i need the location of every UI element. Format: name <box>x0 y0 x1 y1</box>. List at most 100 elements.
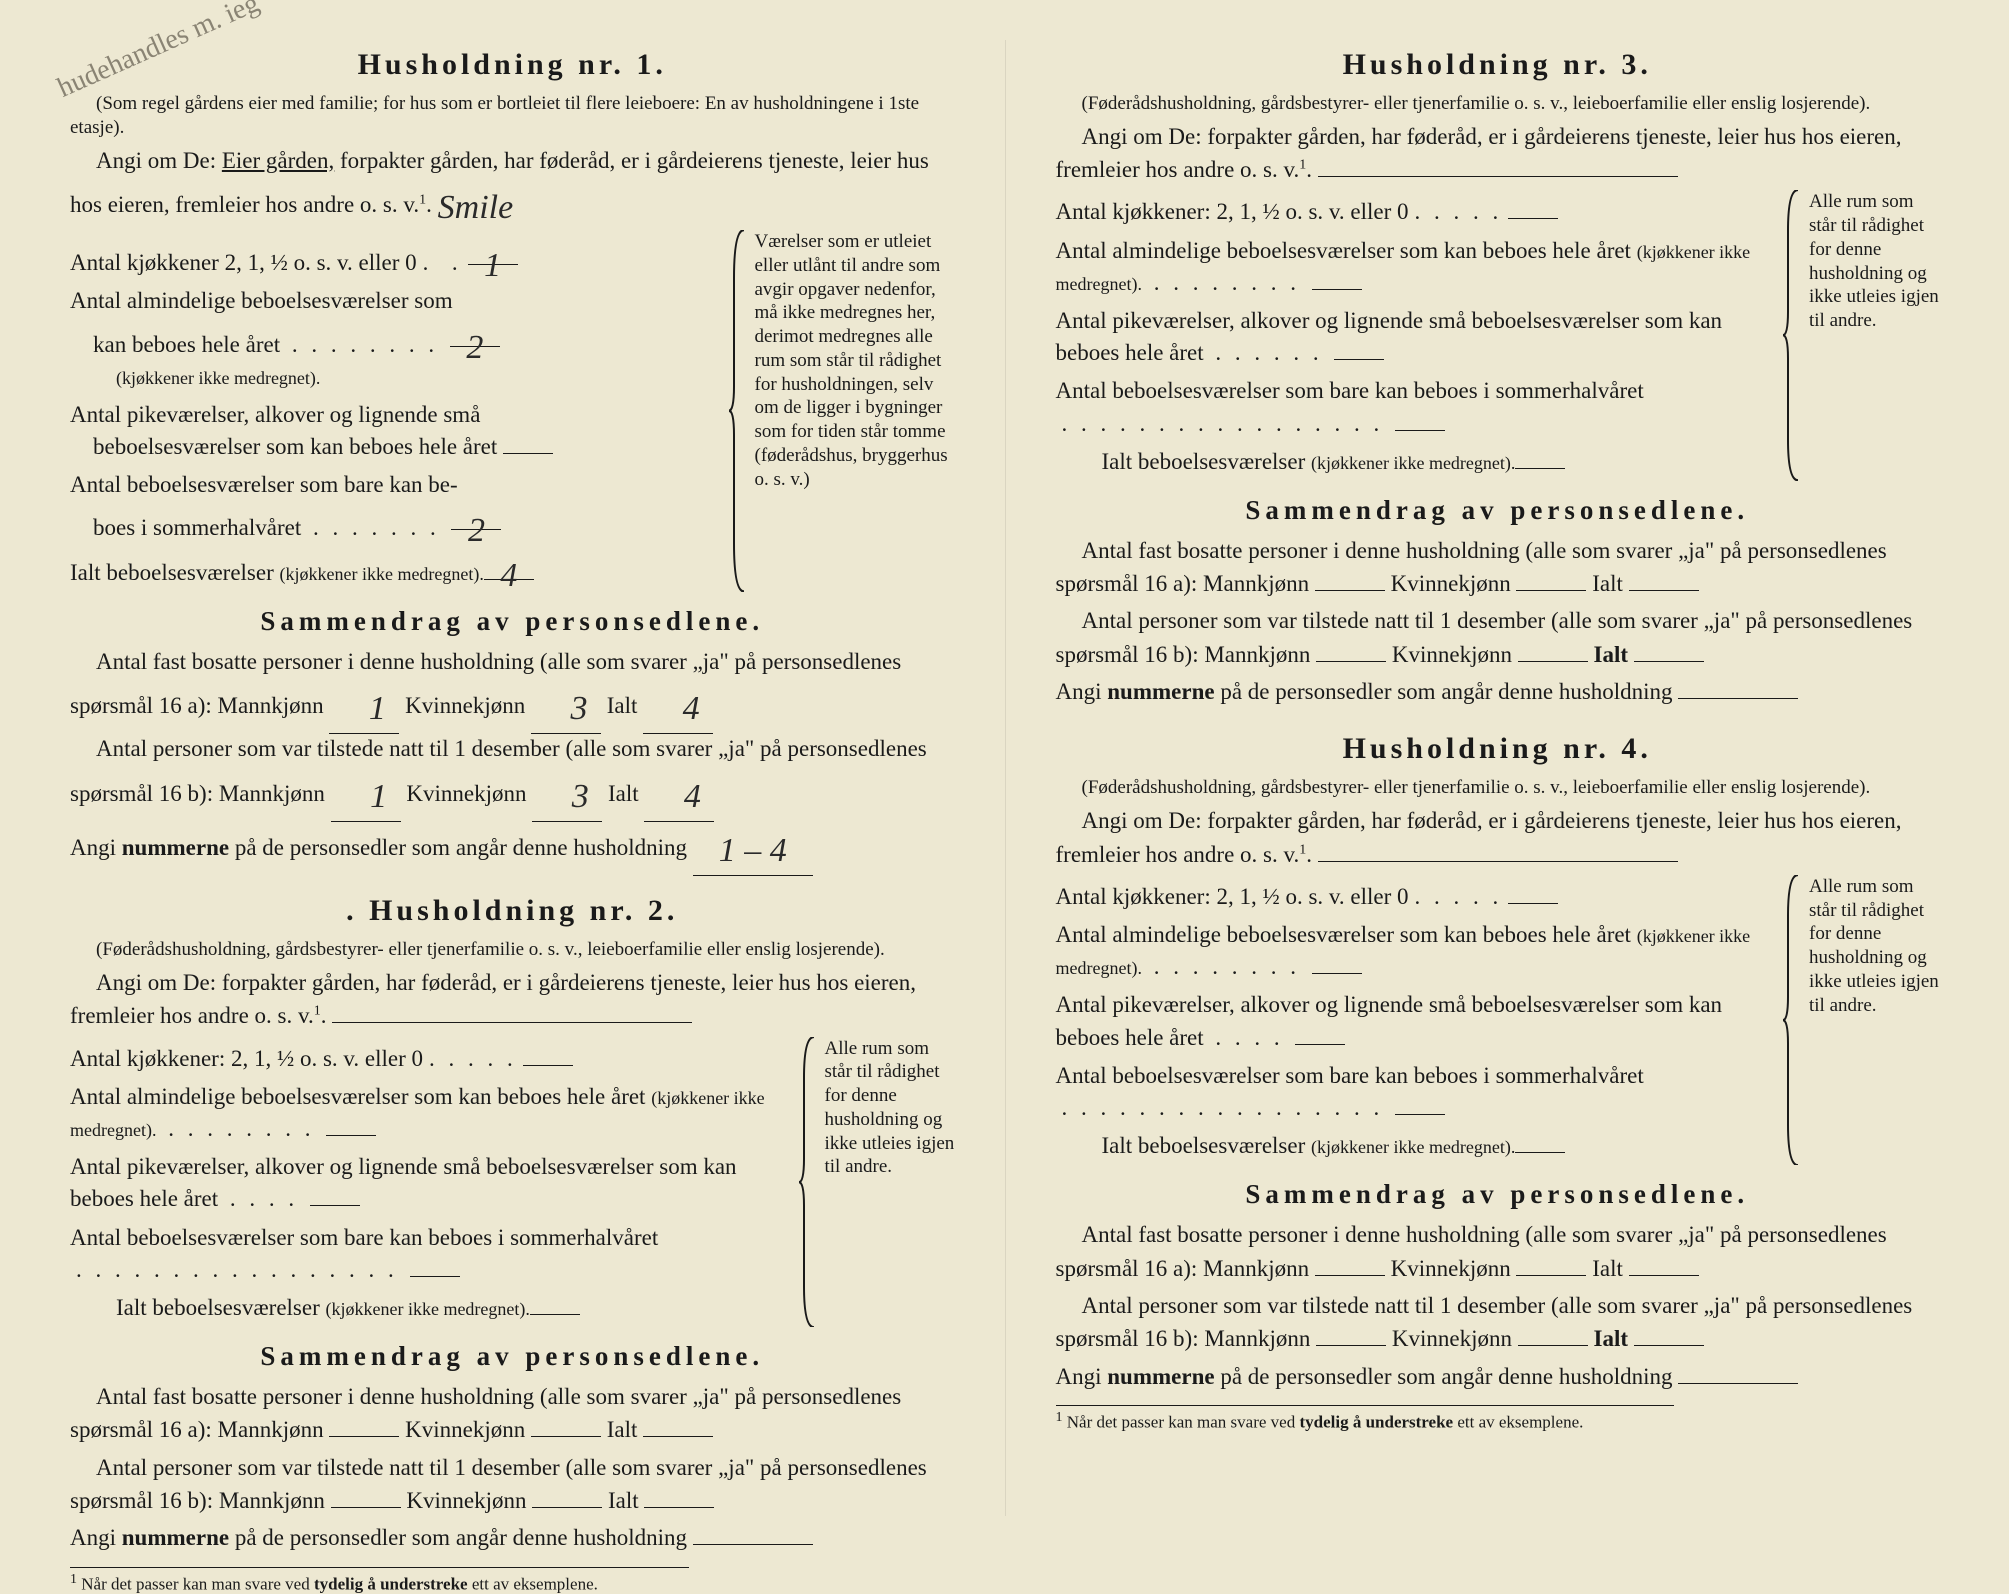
household-1: Husholdning nr. 1. (Som regel gårdens ei… <box>70 48 955 870</box>
maid-value <box>503 431 553 454</box>
fast-line: Antal fast bosatte personer i denne hush… <box>70 645 955 729</box>
right-column: Husholdning nr. 3. (Føderådshusholdning,… <box>1005 40 1990 1516</box>
total-sub: (kjøkkener ikke medregnet). <box>279 564 483 585</box>
kitchens-label: Antal kjøkkener: 2, 1, ½ o. s. v. eller … <box>1056 881 1409 913</box>
rooms-year-value <box>1312 267 1362 290</box>
maid-value <box>1295 1022 1345 1045</box>
household-4: Husholdning nr. 4. (Føderådshusholdning,… <box>1056 732 1940 1432</box>
total-value <box>1515 446 1565 469</box>
summer-value <box>1395 408 1445 431</box>
fast-ialt: Ialt <box>1592 571 1623 596</box>
fast-k: 3 <box>531 684 601 734</box>
total-value: 4 <box>484 557 534 580</box>
maid-label: Antal pikeværelser, alkover og lignende … <box>1056 992 1723 1049</box>
document-page: Husholdning nr. 1. (Som regel gårdens ei… <box>0 0 2009 1536</box>
rooms-year-label: Antal almindelige beboelsesværelser som … <box>70 1084 645 1109</box>
tilstede-ialt: Ialt <box>608 1488 639 1513</box>
rooms-year-label1: Antal almindelige beboelsesværelser som <box>70 288 453 313</box>
kitchens-value <box>1508 196 1558 219</box>
nummerne-label: Angi <box>1056 1364 1102 1389</box>
maid-row: Antal pikeværelser, alkover og lignende … <box>70 1151 793 1215</box>
maid-row: Antal pikeværelser, alkover og lignende … <box>70 399 723 463</box>
angi-handwritten: Smile <box>438 189 514 226</box>
nummerne-label: Angi <box>1056 679 1102 704</box>
tilstede-m: 1 <box>331 772 401 822</box>
total-value <box>1515 1130 1565 1153</box>
summer-row: Antal beboelsesværelser som bare kan beb… <box>70 1222 793 1286</box>
kitchens-row: Antal kjøkkener: 2, 1, ½ o. s. v. eller … <box>1056 881 1778 913</box>
nummerne-value: 1 – 4 <box>693 826 813 876</box>
fast-total <box>643 1436 713 1437</box>
fast-line-3: Antal fast bosatte personer i denne hush… <box>1056 534 1940 601</box>
kitchens-row: Antal kjøkkener: 2, 1, ½ o. s. v. eller … <box>70 1043 793 1075</box>
household-2: . Husholdning nr. 2. (Føderådshusholdnin… <box>70 894 955 1594</box>
summer-value <box>410 1254 460 1277</box>
maid-label2: beboelsesværelser som kan beboes hele år… <box>93 434 497 459</box>
fast-mid: Kvinnekjønn <box>405 693 525 718</box>
kitchens-value <box>1508 881 1558 904</box>
maid-label: Antal pikeværelser, alkover og lignende … <box>1056 308 1723 365</box>
tilstede-k: 3 <box>532 772 602 822</box>
total-value <box>530 1292 580 1315</box>
kitchens-value: 1 <box>468 242 518 265</box>
summer-row: Antal beboelsesværelser som bare kan be-… <box>70 469 723 544</box>
footnote-bold: tydelig å understreke <box>314 1574 468 1593</box>
household-4-title: Husholdning nr. 4. <box>1056 732 1940 766</box>
maid-label1: Antal pikeværelser, alkover og lignende … <box>70 402 480 427</box>
summer-label: Antal beboelsesværelser som bare kan beb… <box>1056 378 1644 403</box>
rooms-year-row: Antal almindelige beboelsesværelser som … <box>1056 919 1778 983</box>
household-1-angi: Angi om De: Eier gården, forpakter gårde… <box>70 144 955 227</box>
angi-sup: 1 <box>314 1004 321 1019</box>
rooms-year-value <box>1312 951 1362 974</box>
brace-note: Værelser som er utleiet eller utlånt til… <box>755 230 955 491</box>
fast-m <box>1315 1275 1385 1276</box>
nummerne-bold: nummerne <box>122 835 229 860</box>
footnote-text: Når det passer kan man svare ved <box>81 1574 309 1593</box>
nummerne-post: på de personsedler som angår denne husho… <box>235 835 687 860</box>
fast-m <box>329 1436 399 1437</box>
nummerne-bold: nummerne <box>1107 1364 1214 1389</box>
rooms-year-label2: kan beboes hele året <box>93 332 280 357</box>
nummerne-value <box>1678 1383 1798 1384</box>
rooms-year-value: 2 <box>450 324 500 347</box>
household-1-note: (Som regel gårdens eier med familie; for… <box>70 92 955 140</box>
kitchens-label: Antal kjøkkener: 2, 1, ½ o. s. v. eller … <box>1056 196 1409 228</box>
tilstede-k <box>1518 661 1588 662</box>
tilstede-total <box>1634 1345 1704 1346</box>
fast-mid: Kvinnekjønn <box>405 1417 525 1442</box>
sammendrag-4-title: Sammendrag av personsedlene. <box>1056 1179 1940 1210</box>
angi-underlined: Eier gården, <box>222 148 334 173</box>
angi-blank <box>1318 839 1678 862</box>
maid-value <box>1334 337 1384 360</box>
total-row: Ialt beboelsesværelser (kjøkkener ikke m… <box>1056 1130 1778 1159</box>
tilstede-line: Antal personer som var tilstede natt til… <box>70 732 955 816</box>
footnote-post: ett av eksemplene. <box>1457 1413 1583 1432</box>
sammendrag-1-title: Sammendrag av personsedlene. <box>70 606 955 637</box>
total-row: Ialt beboelsesværelser (kjøkkener ikke m… <box>70 551 723 586</box>
fast-line-2: Antal fast bosatte personer i denne hush… <box>70 1380 955 1447</box>
total-label: Ialt beboelsesværelser <box>1102 449 1306 475</box>
total-label: Ialt beboelsesværelser <box>70 560 274 586</box>
footnote-left: 1 Når det passer kan man svare ved tydel… <box>70 1567 689 1594</box>
rooms-year-label: Antal almindelige beboelsesværelser som … <box>1056 238 1631 263</box>
nummerne-bold: nummerne <box>1107 679 1214 704</box>
fast-k <box>1516 590 1586 591</box>
tilstede-line-2: Antal personer som var tilstede natt til… <box>70 1451 955 1518</box>
total-sub: (kjøkkener ikke medregnet). <box>325 1299 529 1320</box>
household-1-title: Husholdning nr. 1. <box>70 48 955 82</box>
tilstede-total: 4 <box>644 772 714 822</box>
summer-label2: boes i sommerhalvåret <box>93 515 301 540</box>
fast-total: 4 <box>643 684 713 734</box>
brace-note: Alle rum som står til rådighet for denne… <box>1809 875 1939 1018</box>
footnote-marker: 1 <box>70 1572 77 1587</box>
nummerne-bold: nummerne <box>122 1525 229 1550</box>
rooms-year-label: Antal almindelige beboelsesværelser som … <box>1056 922 1631 947</box>
household-3-note: (Føderådshusholdning, gårdsbestyrer- ell… <box>1056 92 1940 116</box>
nummerne-post: på de personsedler som angår denne husho… <box>1220 1364 1672 1389</box>
nummerne-line-2: Angi nummerne på de personsedler som ang… <box>70 1521 955 1554</box>
tilstede-line-3: Antal personer som var tilstede natt til… <box>1056 604 1940 671</box>
summer-row: Antal beboelsesværelser som bare kan beb… <box>1056 1060 1778 1124</box>
rooms-year-sub: (kjøkkener ikke medregnet). <box>116 368 320 388</box>
fast-total <box>1629 590 1699 591</box>
footnote-text: Når det passer kan man svare ved <box>1067 1413 1295 1432</box>
